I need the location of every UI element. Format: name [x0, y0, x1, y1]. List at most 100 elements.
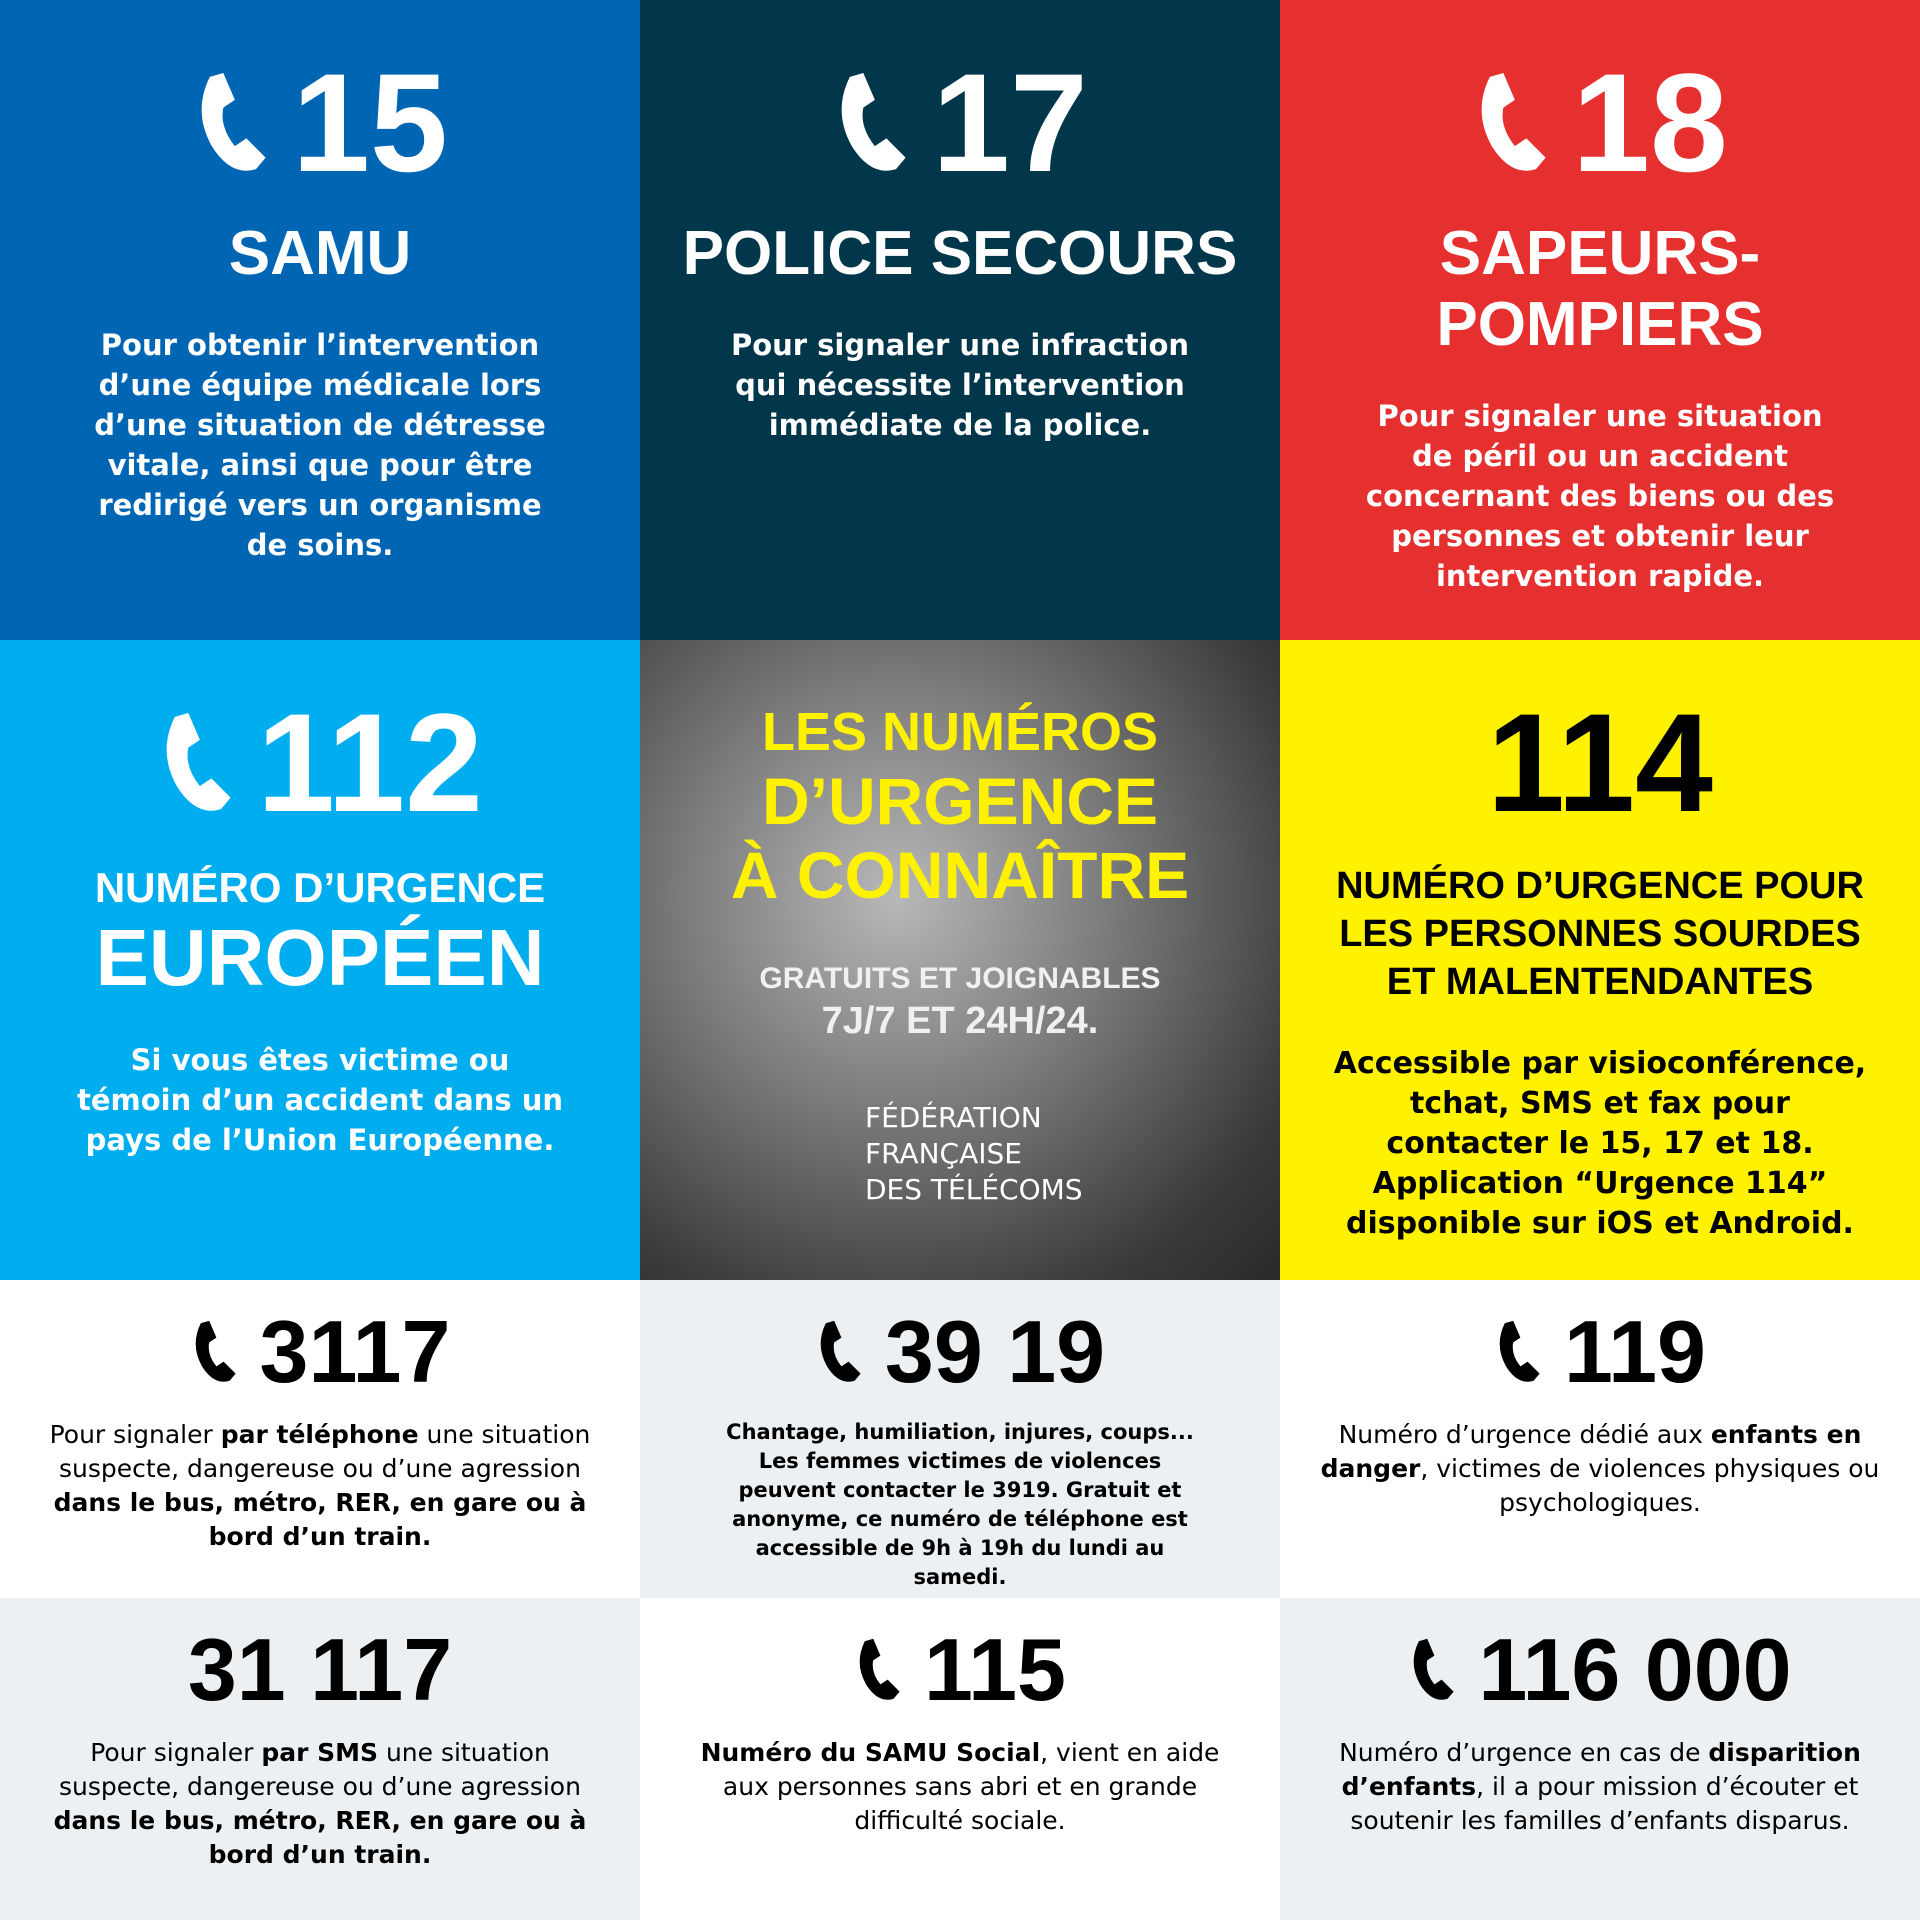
number-text: 3117 [259, 1302, 451, 1401]
phone-icon [1472, 73, 1550, 173]
description: Pour signaler une infraction qui nécessi… [715, 325, 1205, 445]
description: Numéro d’urgence en cas de disparition d… [1315, 1736, 1885, 1838]
emergency-card: 3117 Pour signaler par téléphone une situ… [0, 1280, 640, 1598]
number: 116 000 [1408, 1620, 1792, 1720]
description-part: une situation suspecte, dangereuse ou d’… [59, 1738, 581, 1801]
description-part: Si vous êtes victime ou témoin d’un acci… [76, 1043, 564, 1157]
number: 31 117 [188, 1620, 452, 1720]
description: Chantage, humiliation, injures, coups...… [710, 1418, 1210, 1592]
description-part: , victimes de violences physiques ou psy… [1420, 1454, 1880, 1517]
title: NUMÉRO D’URGENCE [94, 864, 546, 911]
phone-icon [190, 1320, 238, 1384]
emergency-card: 15 SAMU Pour obtenir l’intervention d’une … [0, 0, 640, 640]
title: POLICE SECOURS [682, 219, 1238, 288]
phone-icon [815, 1320, 863, 1384]
description: Pour signaler une situation de péril ou … [1355, 396, 1845, 596]
description-part: disparition d’enfants [1341, 1738, 1861, 1801]
number: 17 [832, 44, 1088, 201]
description-part: , vient en aide aux personnes sans abri … [722, 1738, 1220, 1835]
logo-line: FÉDÉRATION [865, 1101, 1042, 1134]
number-text: 116 000 [1478, 1620, 1792, 1719]
number-text: 15 [292, 44, 448, 201]
phone-icon-shape [821, 1321, 861, 1382]
description: Pour obtenir l’intervention d’une équipe… [75, 325, 565, 565]
phone-icon-shape [860, 1639, 900, 1700]
phone-icon [832, 73, 910, 173]
description-part: enfants en danger [1320, 1420, 1862, 1483]
emergency-card: 114 NUMÉRO D’URGENCE POUR LES PERSONNES S… [1280, 640, 1920, 1280]
description-part: Numéro d’urgence en cas de [1339, 1738, 1709, 1767]
logo: FÉDÉRATION FRANÇAISE DES TÉLÉCOMS [865, 1100, 1083, 1208]
description: Numéro du SAMU Social, vient en aide aux… [675, 1736, 1245, 1838]
emergency-card: 115 Numéro du SAMU Social, vient en aide … [640, 1598, 1280, 1920]
phone-icon-shape [842, 73, 906, 171]
number: 112 [157, 684, 483, 841]
description: Si vous êtes victime ou témoin d’un acci… [75, 1040, 565, 1160]
description-part: Pour signaler une infraction qui nécessi… [730, 328, 1190, 442]
number: 3117 [190, 1302, 451, 1402]
phone-icon [854, 1638, 902, 1702]
number-text: 112 [257, 684, 483, 841]
description-part: par téléphone [220, 1420, 419, 1449]
description-part: Pour obtenir l’intervention d’une équipe… [94, 328, 546, 562]
number: 15 [192, 44, 448, 201]
logo-line: FRANÇAISE [865, 1137, 1022, 1170]
title: NUMÉRO D’URGENCE POUR LES PERSONNES SOUR… [1336, 865, 1864, 1003]
number-text: 114 [1487, 684, 1713, 841]
phone-icon [157, 713, 235, 813]
number: 18 [1472, 44, 1728, 201]
center-subtitle-line: GRATUITS ET JOIGNABLES [759, 962, 1161, 995]
subtitle: EUROPÉEN [95, 913, 545, 1002]
center-title-line: À CONNAÎTRE [730, 838, 1190, 912]
center-title-line: LES NUMÉROS [761, 702, 1159, 762]
center-title-line: D’URGENCE [761, 764, 1159, 838]
description-part: Numéro du SAMU Social [700, 1738, 1041, 1767]
logo-line: DES TÉLÉCOMS [865, 1173, 1083, 1206]
phone-icon-shape [202, 73, 266, 171]
phone-icon-shape [1414, 1639, 1454, 1700]
emergency-card: 39 19 Chantage, humiliation, injures, cou… [640, 1280, 1280, 1598]
description-part: Chantage, humiliation, injures, coups...… [726, 1420, 1194, 1589]
description-part: Pour signaler [49, 1420, 221, 1449]
description-part: dans le bus, métro, RER, en gare ou à bo… [53, 1488, 587, 1551]
center-subtitle-line: 7J/7 ET 24H/24. [821, 1000, 1099, 1042]
phone-icon [1494, 1320, 1542, 1384]
description-part: Numéro d’urgence dédié aux [1338, 1420, 1711, 1449]
emergency-card: 112 NUMÉRO D’URGENCE EUROPÉEN Si vous êtes … [0, 640, 640, 1280]
emergency-card: 116 000 Numéro d’urgence en cas de dispar… [1280, 1598, 1920, 1920]
phone-icon [192, 73, 270, 173]
phone-icon [1408, 1638, 1456, 1702]
number-text: 31 117 [187, 1620, 453, 1719]
center-title: LES NUMÉROS D’URGENCE À CONNAÎTRE [640, 700, 1280, 912]
description-part: Pour signaler [90, 1738, 262, 1767]
description: Accessible par visioconférence, tchat, S… [1330, 1044, 1870, 1244]
number: 119 [1494, 1302, 1706, 1402]
description-part: Pour signaler une situation de péril ou … [1365, 399, 1835, 593]
emergency-card: 119 Numéro d’urgence dédié aux enfants en… [1280, 1280, 1920, 1598]
number-text: 119 [1564, 1302, 1706, 1401]
number-text: 115 [924, 1620, 1066, 1719]
description-part: Accessible par visioconférence, tchat, S… [1333, 1046, 1867, 1241]
number-text: 18 [1572, 44, 1728, 201]
emergency-card: 31 117 Pour signaler par SMS une situatio… [0, 1598, 640, 1920]
phone-icon-shape [167, 713, 231, 811]
number-text: 17 [932, 44, 1088, 201]
description: Pour signaler par SMS une situation susp… [35, 1736, 605, 1872]
description: Numéro d’urgence dédié aux enfants en da… [1315, 1418, 1885, 1520]
emergency-card: 17 POLICE SECOURS Pour signaler une infrac… [640, 0, 1280, 640]
emergency-card: 18 SAPEURS-POMPIERS Pour signaler une situ… [1280, 0, 1920, 640]
description: Pour signaler par téléphone une situatio… [35, 1418, 605, 1554]
description-part: , il a pour mission d’écouter et souteni… [1350, 1772, 1859, 1835]
number: 114 [1487, 684, 1713, 841]
number: 115 [854, 1620, 1066, 1720]
number: 39 19 [815, 1302, 1105, 1402]
phone-icon-shape [1500, 1321, 1540, 1382]
title: SAPEURS-POMPIERS [1436, 219, 1764, 359]
description-part: une situation suspecte, dangereuse ou d’… [59, 1420, 591, 1483]
number-text: 39 19 [884, 1302, 1106, 1401]
center-panel: LES NUMÉROS D’URGENCE À CONNAÎTRE GRATUITS … [640, 640, 1280, 1280]
phone-icon-shape [1482, 73, 1546, 171]
description-part: par SMS [261, 1738, 378, 1767]
description-part: dans le bus, métro, RER, en gare ou à bo… [53, 1806, 587, 1869]
